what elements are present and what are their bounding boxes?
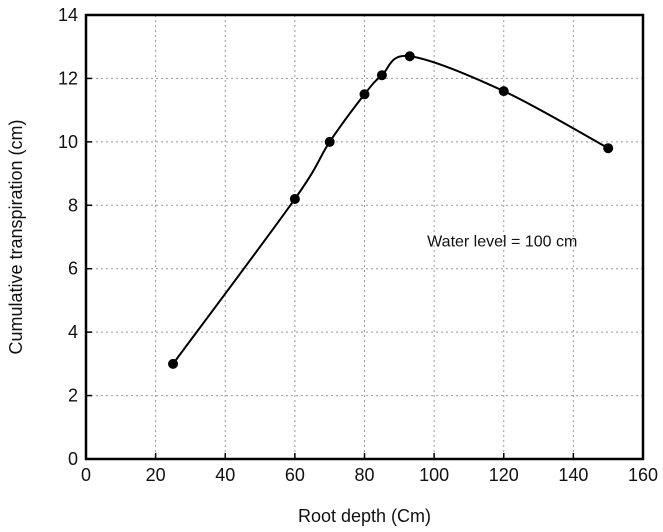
plot-frame (84, 13, 645, 461)
annotation-water-level: Water level = 100 cm (427, 234, 577, 251)
data-point (324, 136, 335, 147)
data-points (168, 51, 614, 369)
x-tick-label: 0 (81, 465, 91, 485)
data-point (603, 143, 614, 154)
x-tick-label: 20 (146, 465, 166, 485)
data-point (289, 193, 300, 204)
series-line (172, 55, 609, 365)
x-axis-title: Root depth (Cm) (298, 506, 431, 526)
y-tick-label: 10 (58, 132, 78, 152)
data-point (498, 86, 509, 97)
y-tick-label: 12 (58, 68, 78, 88)
y-axis-ticks: 0 2 4 6 8 10 12 14 (58, 5, 92, 469)
x-tick-label: 100 (419, 465, 449, 485)
y-tick-label: 0 (68, 449, 78, 469)
y-tick-label: 14 (58, 5, 78, 25)
y-tick-label: 6 (68, 259, 78, 279)
x-tick-label: 40 (215, 465, 235, 485)
data-point (404, 51, 415, 62)
x-axis-ticks: 0 20 40 60 80 100 120 140 160 (81, 453, 658, 485)
grid-lines (86, 15, 643, 459)
x-tick-label: 80 (354, 465, 374, 485)
y-axis-title: Cumulative transpiration (cm) (6, 119, 26, 354)
data-point (359, 89, 370, 100)
x-tick-label: 60 (285, 465, 305, 485)
y-tick-label: 8 (68, 195, 78, 215)
x-tick-label: 160 (628, 465, 658, 485)
x-tick-label: 140 (558, 465, 588, 485)
x-tick-label: 120 (489, 465, 519, 485)
data-point (168, 358, 179, 369)
y-tick-label: 4 (68, 322, 78, 342)
y-tick-label: 2 (68, 386, 78, 406)
data-point (376, 70, 387, 81)
